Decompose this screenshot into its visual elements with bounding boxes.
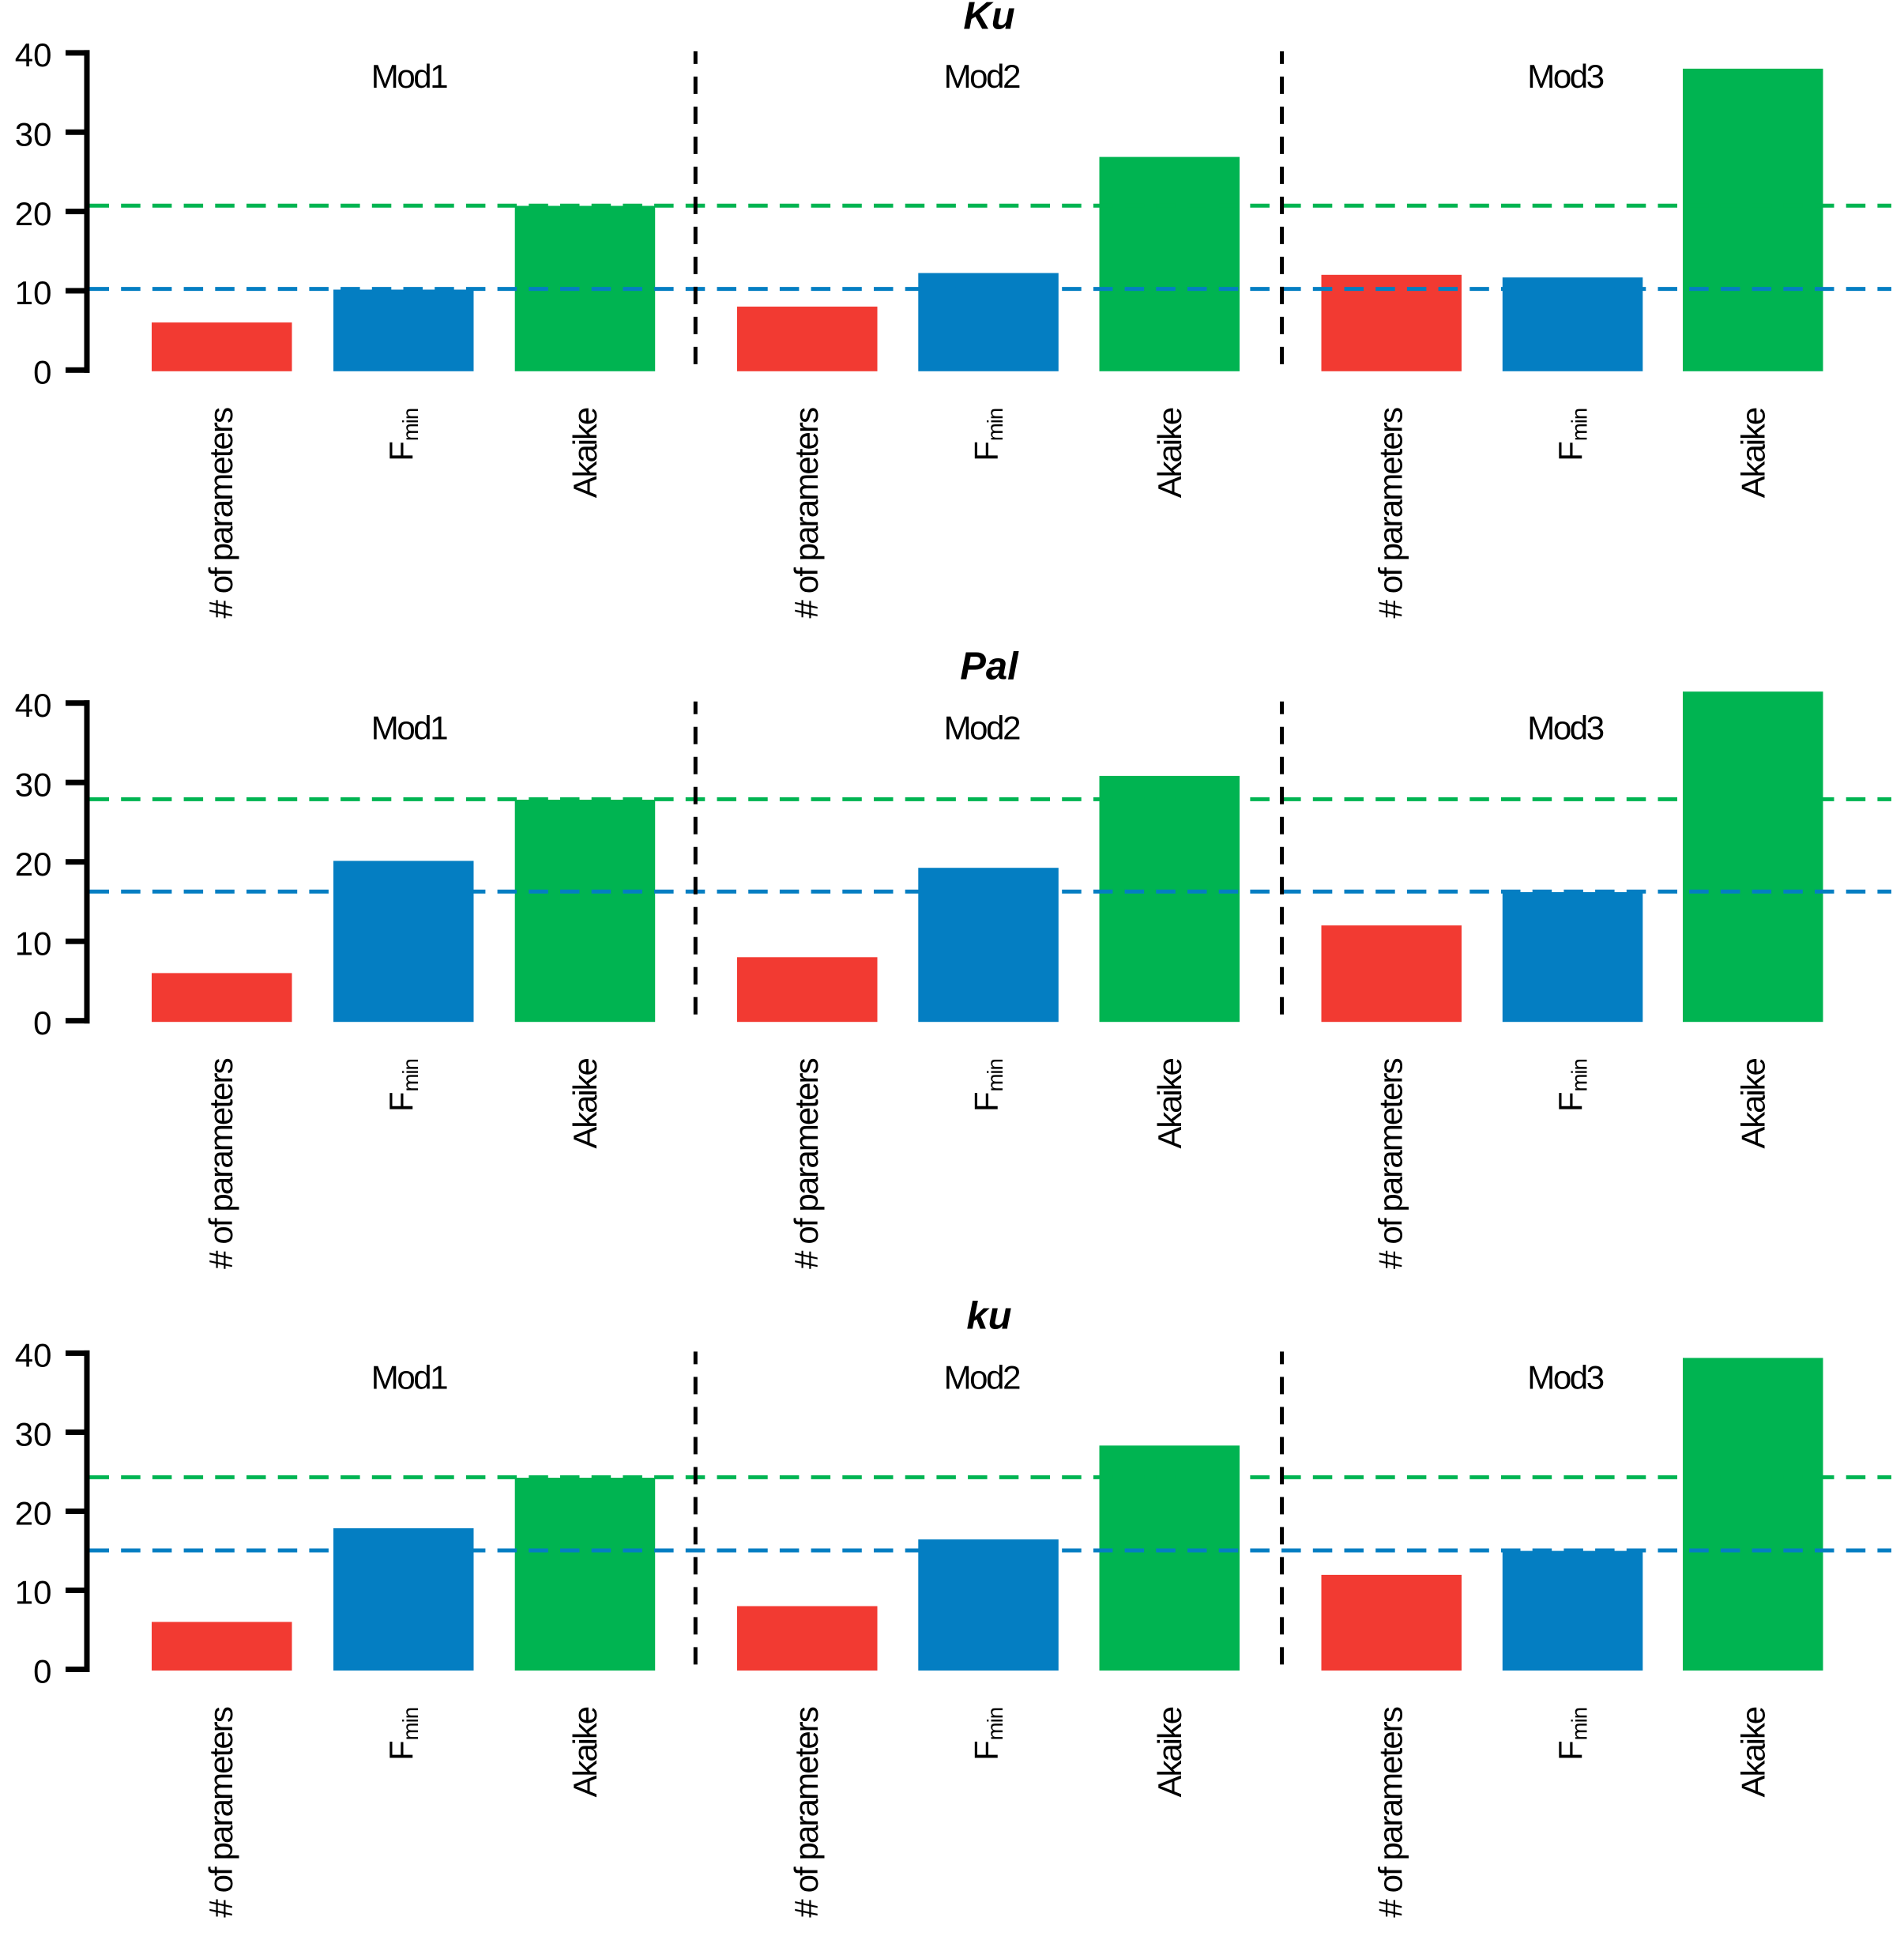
svg-text:Akaike: Akaike <box>566 1058 604 1148</box>
svg-text:Ku: Ku <box>963 0 1014 37</box>
svg-text:Fmin: Fmin <box>1552 1059 1592 1112</box>
svg-text:20: 20 <box>15 846 52 883</box>
svg-text:30: 30 <box>15 766 52 803</box>
svg-text:Mod3: Mod3 <box>1527 709 1604 746</box>
svg-text:10: 10 <box>15 1574 52 1611</box>
svg-text:40: 40 <box>15 687 52 724</box>
svg-text:Mod3: Mod3 <box>1527 58 1604 95</box>
svg-text:Akaike: Akaike <box>1734 1058 1771 1148</box>
svg-text:# of parameters: # of parameters <box>1372 1707 1409 1918</box>
svg-text:20: 20 <box>15 1495 52 1532</box>
svg-text:0: 0 <box>33 354 51 391</box>
svg-text:# of parameters: # of parameters <box>202 1058 239 1269</box>
svg-text:Pal: Pal <box>960 646 1019 688</box>
svg-text:40: 40 <box>15 36 52 73</box>
svg-text:# of parameters: # of parameters <box>1372 1058 1409 1269</box>
svg-text:40: 40 <box>15 1337 52 1374</box>
svg-text:20: 20 <box>15 195 52 232</box>
svg-text:10: 10 <box>15 274 52 311</box>
svg-text:30: 30 <box>15 1416 52 1453</box>
svg-text:Mod2: Mod2 <box>944 1358 1021 1396</box>
svg-text:Mod1: Mod1 <box>371 709 448 746</box>
svg-text:Mod1: Mod1 <box>371 58 448 95</box>
svg-text:Mod2: Mod2 <box>944 58 1021 95</box>
svg-text:10: 10 <box>15 925 52 962</box>
svg-text:Akaike: Akaike <box>1151 408 1188 498</box>
svg-text:ku: ku <box>966 1294 1011 1337</box>
svg-text:Mod1: Mod1 <box>371 1358 448 1396</box>
svg-text:Akaike: Akaike <box>1734 1707 1771 1797</box>
svg-text:Mod3: Mod3 <box>1527 1358 1604 1396</box>
svg-text:Fmin: Fmin <box>967 1059 1007 1112</box>
svg-text:Akaike: Akaike <box>1151 1707 1188 1797</box>
svg-text:0: 0 <box>33 1004 51 1042</box>
svg-text:# of parameters: # of parameters <box>1372 408 1409 619</box>
svg-text:# of parameters: # of parameters <box>788 408 825 619</box>
svg-text:Akaike: Akaike <box>566 408 604 498</box>
svg-text:Akaike: Akaike <box>1734 408 1771 498</box>
svg-text:Fmin: Fmin <box>967 1708 1007 1761</box>
svg-text:# of parameters: # of parameters <box>788 1707 825 1918</box>
svg-text:# of parameters: # of parameters <box>788 1058 825 1269</box>
svg-text:Akaike: Akaike <box>566 1707 604 1797</box>
svg-text:0: 0 <box>33 1653 51 1690</box>
svg-text:# of parameters: # of parameters <box>202 408 239 619</box>
svg-text:# of parameters: # of parameters <box>202 1707 239 1918</box>
svg-text:Akaike: Akaike <box>1151 1058 1188 1148</box>
svg-text:30: 30 <box>15 116 52 153</box>
svg-text:Mod2: Mod2 <box>944 709 1021 746</box>
